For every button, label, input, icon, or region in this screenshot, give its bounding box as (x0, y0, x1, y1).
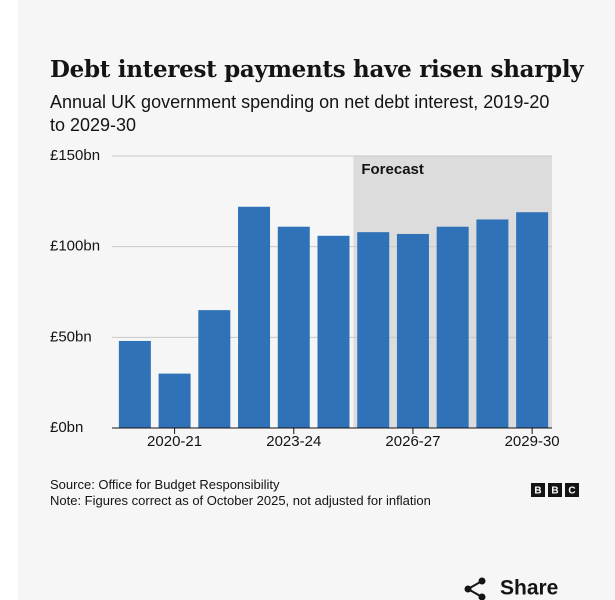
logo-letter: B (534, 486, 541, 497)
x-tick-label: 2020-21 (147, 433, 202, 450)
share-icon[interactable] (464, 577, 486, 600)
y-tick-label: £0bn (50, 419, 83, 436)
y-tick-label: £50bn (50, 328, 92, 345)
logo-letter: C (568, 486, 575, 497)
x-tick-label: 2023-24 (266, 433, 321, 450)
chart-title: Debt interest payments have risen sharpl… (50, 56, 584, 83)
share-button[interactable]: Share (500, 577, 558, 600)
bar (317, 235, 350, 428)
bar (118, 340, 151, 428)
bar (436, 226, 469, 428)
logo-block (565, 483, 579, 497)
share-lines (467, 580, 483, 598)
forecast-label: Forecast (361, 161, 424, 178)
chart-subtitle: Annual UK government spending on net deb… (50, 92, 550, 135)
x-tick-label: 2026-27 (385, 433, 440, 450)
logo-block (548, 483, 562, 497)
bar (198, 310, 231, 428)
logo-letter: B (551, 486, 558, 497)
y-tick-label: £150bn (50, 147, 100, 164)
note: Note: Figures correct as of October 2025… (50, 493, 431, 508)
x-tick-label: 2029-30 (505, 433, 560, 450)
source: Source: Office for Budget Responsibility (50, 477, 280, 492)
bar (277, 226, 310, 428)
y-tick-label: £100bn (50, 238, 100, 255)
bar (238, 206, 271, 428)
bar (158, 373, 191, 428)
bar (516, 212, 549, 428)
bar (396, 233, 429, 428)
bar (476, 219, 509, 428)
bar (357, 232, 390, 428)
logo-block (531, 483, 545, 497)
